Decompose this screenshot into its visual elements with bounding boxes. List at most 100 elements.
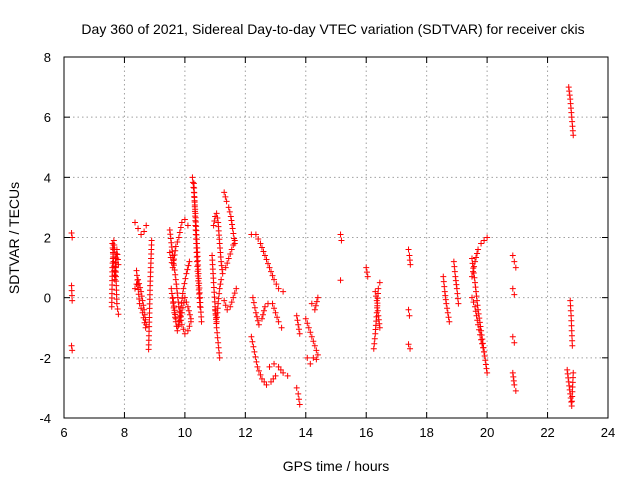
data-point bbox=[258, 315, 265, 322]
data-point bbox=[138, 231, 145, 238]
data-point bbox=[257, 240, 264, 247]
data-point bbox=[222, 302, 229, 309]
data-point bbox=[145, 346, 152, 353]
data-point bbox=[293, 312, 300, 319]
data-point bbox=[175, 234, 182, 241]
x-tick-label: 12 bbox=[238, 425, 252, 440]
data-point bbox=[168, 290, 175, 297]
data-point bbox=[263, 381, 270, 388]
y-tick-label: 8 bbox=[44, 50, 51, 65]
data-point bbox=[253, 358, 260, 365]
data-point bbox=[174, 239, 181, 246]
data-point bbox=[269, 272, 276, 279]
data-point bbox=[251, 348, 258, 355]
data-point bbox=[405, 306, 412, 313]
data-point bbox=[214, 334, 221, 341]
data-point bbox=[216, 290, 223, 297]
data-point bbox=[374, 302, 381, 309]
data-point bbox=[180, 326, 187, 333]
data-point bbox=[227, 251, 234, 258]
data-point bbox=[566, 92, 573, 99]
data-point bbox=[481, 353, 488, 360]
data-point bbox=[405, 246, 412, 253]
data-point bbox=[221, 189, 228, 196]
data-point bbox=[478, 240, 485, 247]
data-point bbox=[184, 327, 191, 334]
data-point bbox=[166, 226, 173, 233]
data-point bbox=[222, 193, 229, 200]
data-point bbox=[263, 256, 270, 263]
data-point bbox=[313, 356, 320, 363]
data-point bbox=[115, 311, 122, 318]
data-point bbox=[227, 213, 234, 220]
data-point bbox=[253, 313, 260, 320]
data-point bbox=[310, 354, 317, 361]
data-point bbox=[482, 357, 489, 364]
data-point bbox=[308, 300, 315, 307]
grid-lines bbox=[64, 57, 608, 418]
data-point bbox=[215, 344, 222, 351]
data-point bbox=[217, 281, 224, 288]
data-point bbox=[173, 285, 180, 292]
data-point bbox=[313, 298, 320, 305]
x-tick-label: 18 bbox=[419, 425, 433, 440]
data-point bbox=[375, 285, 382, 292]
data-point bbox=[172, 247, 179, 254]
data-point bbox=[266, 264, 273, 271]
data-point bbox=[510, 377, 517, 384]
data-point bbox=[295, 326, 302, 333]
data-point bbox=[227, 303, 234, 310]
data-point bbox=[186, 311, 193, 318]
data-point bbox=[179, 304, 186, 311]
data-point bbox=[186, 323, 193, 330]
data-point bbox=[175, 321, 182, 328]
x-tick-label: 14 bbox=[299, 425, 313, 440]
data-point bbox=[451, 268, 458, 275]
data-point bbox=[141, 306, 148, 313]
data-point bbox=[469, 294, 475, 301]
data-point bbox=[567, 394, 574, 401]
data-point bbox=[258, 375, 265, 382]
data-point bbox=[113, 246, 120, 253]
data-point bbox=[250, 343, 257, 350]
data-point bbox=[455, 300, 462, 307]
data-point bbox=[179, 290, 186, 297]
data-point bbox=[184, 303, 191, 310]
data-point bbox=[218, 262, 225, 269]
data-point bbox=[216, 349, 223, 356]
x-tick-label: 22 bbox=[540, 425, 554, 440]
data-point bbox=[407, 261, 414, 268]
data-point bbox=[268, 268, 275, 275]
data-point bbox=[176, 317, 183, 324]
data-point bbox=[473, 293, 480, 300]
data-point bbox=[373, 293, 380, 300]
data-point bbox=[115, 261, 122, 268]
data-point bbox=[219, 266, 226, 273]
data-point bbox=[135, 225, 142, 232]
data-point bbox=[178, 219, 185, 226]
data-point bbox=[440, 273, 447, 280]
data-point bbox=[407, 345, 414, 352]
data-point bbox=[511, 339, 518, 346]
data-point bbox=[273, 281, 280, 288]
data-point bbox=[213, 210, 220, 217]
data-point bbox=[510, 373, 517, 380]
data-point bbox=[230, 294, 237, 301]
data-point bbox=[177, 313, 184, 320]
data-point bbox=[68, 292, 75, 299]
data-point bbox=[248, 333, 255, 340]
data-point bbox=[177, 224, 184, 231]
data-point bbox=[442, 292, 449, 299]
data-point bbox=[444, 309, 451, 316]
data-point bbox=[68, 282, 75, 289]
data-point bbox=[567, 302, 574, 309]
data-point bbox=[473, 254, 480, 261]
data-point bbox=[219, 270, 226, 277]
data-point bbox=[470, 269, 477, 276]
data-point bbox=[277, 366, 284, 373]
data-point bbox=[472, 279, 479, 286]
data-point bbox=[509, 333, 516, 340]
data-point bbox=[441, 288, 448, 295]
data-point bbox=[295, 396, 302, 403]
data-point bbox=[479, 340, 486, 347]
